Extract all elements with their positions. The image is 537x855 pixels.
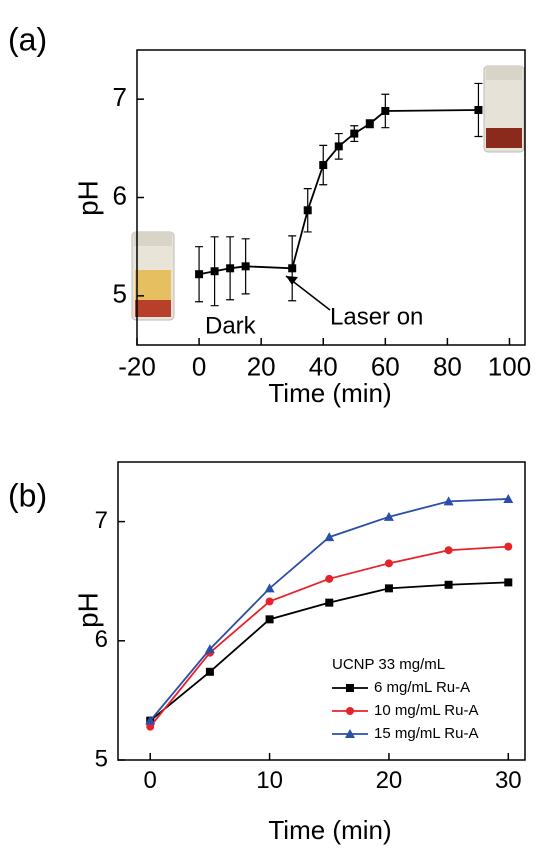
vial-dark [131, 231, 175, 321]
x-axis-label: Time (min) [268, 378, 391, 408]
marker [384, 559, 393, 568]
x-tick-label: 40 [309, 351, 338, 381]
marker [381, 106, 390, 115]
x-tick-label: 0 [192, 351, 206, 381]
marker [319, 161, 328, 170]
x-tick-label: 0 [144, 767, 157, 794]
y-tick-label: 7 [95, 507, 108, 534]
marker [365, 119, 374, 128]
legend-marker [346, 684, 354, 692]
plot-frame [117, 461, 526, 761]
marker [474, 105, 483, 114]
marker [325, 598, 334, 607]
marker [145, 715, 156, 725]
marker [334, 142, 343, 151]
y-tick-label: 5 [95, 745, 108, 772]
series-line [149, 545, 509, 728]
legend-marker [346, 707, 354, 715]
x-tick-label: 10 [256, 767, 283, 794]
marker [226, 264, 235, 273]
legend-title: UCNP 33 mg/mL [332, 656, 445, 673]
marker [444, 580, 453, 589]
marker [288, 264, 297, 273]
annotation: Dark [205, 312, 257, 339]
annotation: Laser on [330, 303, 423, 330]
marker [503, 493, 514, 503]
marker [241, 262, 250, 271]
marker [504, 542, 513, 551]
legend-marker [345, 729, 355, 738]
legend-label: 15 mg/mL Ru-A [374, 725, 478, 742]
marker [195, 270, 204, 279]
y-tick-label: 6 [95, 626, 108, 653]
marker [204, 644, 215, 654]
plot-frame [136, 49, 526, 346]
marker [265, 615, 274, 624]
y-axis-label: pH [72, 592, 103, 628]
vial-laser [483, 65, 525, 153]
x-tick-label: 30 [495, 767, 522, 794]
marker [265, 597, 274, 606]
marker [303, 206, 312, 215]
x-tick-label: -20 [118, 351, 156, 381]
arrow-head [286, 276, 298, 285]
marker [384, 584, 393, 593]
marker [443, 496, 454, 506]
marker [350, 129, 359, 138]
marker [383, 511, 394, 521]
y-tick-label: 7 [113, 82, 127, 112]
marker [264, 583, 275, 593]
x-tick-label: 60 [371, 351, 400, 381]
x-tick-label: 20 [376, 767, 403, 794]
x-axis-label: Time (min) [268, 815, 391, 845]
x-tick-label: 20 [247, 351, 276, 381]
panel-label: (a) [8, 21, 47, 57]
marker [325, 574, 334, 583]
x-tick-label: 100 [488, 351, 531, 381]
marker [210, 267, 219, 276]
marker [324, 532, 335, 542]
marker [205, 667, 214, 676]
y-tick-label: 6 [113, 180, 127, 210]
legend-label: 6 mg/mL Ru-A [374, 679, 470, 696]
y-tick-label: 5 [113, 279, 127, 309]
legend-label: 10 mg/mL Ru-A [374, 702, 478, 719]
y-axis-label: pH [72, 180, 103, 216]
marker [444, 546, 453, 555]
panel-label: (b) [8, 477, 47, 513]
x-tick-label: 80 [433, 351, 462, 381]
marker [504, 578, 513, 587]
